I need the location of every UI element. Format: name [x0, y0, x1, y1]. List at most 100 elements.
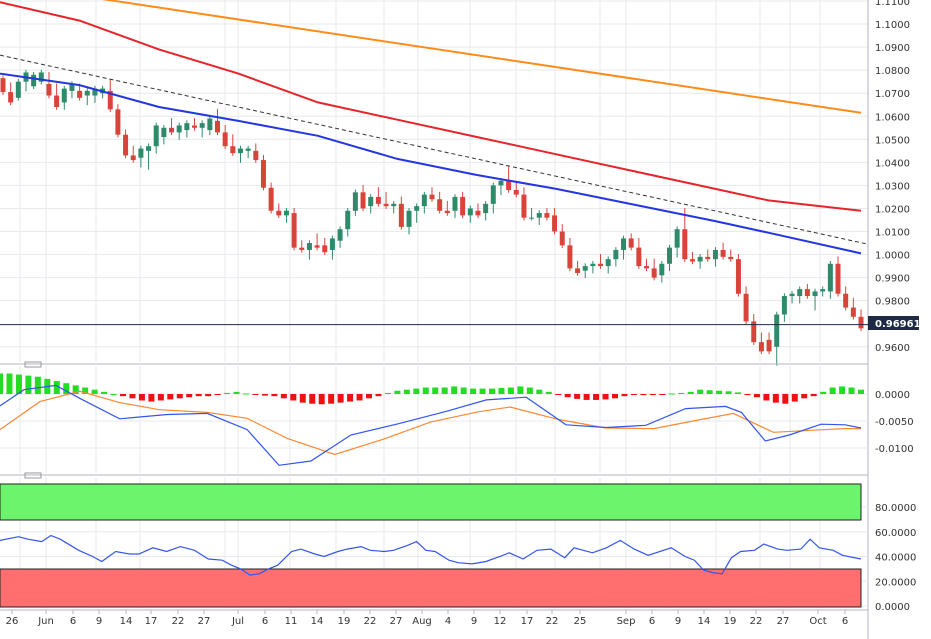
macd-histogram-bar [432, 387, 439, 394]
candle-body [460, 196, 466, 216]
candle-body [590, 263, 596, 267]
macd-histogram-bar [763, 394, 770, 401]
drag-handle-icon[interactable] [24, 361, 42, 368]
candle-body [766, 339, 772, 352]
candle-body [452, 196, 458, 211]
candle-body [130, 155, 136, 161]
x-tick-label: 22 [364, 616, 377, 627]
candle-body [84, 90, 90, 96]
y-tick-label: 1.0700 [875, 89, 910, 100]
x-tick-label: 27 [198, 616, 211, 627]
candle-body [598, 263, 604, 267]
candle-body [291, 213, 297, 248]
macd-histogram-bar [791, 394, 798, 402]
x-tick-label: 12 [494, 616, 507, 627]
candle-body [820, 289, 826, 292]
candle-body [215, 120, 220, 133]
candle-body [544, 213, 550, 218]
x-tick-label: 22 [750, 616, 763, 627]
candle-body [0, 78, 6, 93]
macd-histogram-bar [72, 385, 79, 394]
candle-body [621, 238, 627, 250]
panel-splitter-2[interactable] [0, 472, 868, 479]
y-tick-label: 0.0000 [875, 602, 910, 613]
macd-histogram-bar [290, 394, 297, 401]
candle-body [705, 256, 711, 260]
candle-body [314, 245, 320, 248]
candle-body [797, 289, 803, 297]
macd-histogram-bar [735, 392, 741, 394]
macd-histogram-bar [479, 388, 486, 394]
candle-body [207, 118, 213, 131]
candle-body [253, 150, 259, 161]
candle-body [712, 249, 718, 260]
macd-histogram-bar [858, 389, 864, 394]
y-tick-label: 0.9900 [875, 274, 910, 285]
x-tick-label: 6 [70, 616, 76, 627]
macd-histogram-bar [593, 394, 600, 400]
candle-body [582, 266, 588, 271]
x-tick-label: 22 [172, 616, 185, 627]
macd-histogram-bar [555, 394, 562, 396]
candle-body [835, 263, 841, 294]
x-tick-label: 17 [521, 616, 534, 627]
candle-body [536, 213, 542, 218]
y-tick-label: -0.0050 [875, 417, 914, 428]
macd-histogram-bar [167, 394, 174, 400]
x-tick-label: 6 [842, 616, 848, 627]
x-tick-label: 9 [471, 616, 477, 627]
macd-histogram-bar [309, 394, 316, 404]
candle-body [237, 148, 243, 154]
x-tick-label: 9 [675, 616, 681, 627]
macd-histogram-bar [120, 394, 126, 397]
x-tick-label: 19 [338, 616, 351, 627]
macd-histogram-bar [602, 394, 609, 400]
candle-body [245, 148, 251, 151]
x-tick-label: 27 [390, 616, 403, 627]
macd-histogram-bar [753, 394, 760, 398]
macd-histogram-bar [63, 383, 70, 394]
candle-body [138, 148, 144, 158]
candle-body [513, 190, 519, 195]
candle-body [375, 196, 381, 204]
y-tick-label: 20.0000 [875, 577, 916, 588]
macd-histogram-bar [441, 387, 448, 394]
macd-histogram-bar [101, 391, 108, 394]
y-tick-label: 1.0200 [875, 204, 910, 215]
macd-histogram-bar [810, 394, 817, 397]
macd-histogram-bar [697, 389, 704, 394]
macd-histogram-bar [91, 389, 98, 394]
candle-body [529, 217, 535, 219]
candle-body [552, 215, 558, 232]
x-tick-label: 19 [724, 616, 737, 627]
macd-histogram-bar [526, 387, 533, 394]
ma-200-line [101, 0, 862, 114]
macd-histogram-bar [403, 389, 410, 394]
x-tick-label: 25 [574, 616, 587, 627]
candle-body [260, 160, 266, 188]
y-tick-label: 1.0300 [875, 181, 910, 192]
candle-body [659, 263, 665, 276]
candle-body [429, 194, 435, 200]
candle-body [383, 203, 389, 207]
candle-body [61, 88, 67, 103]
y-tick-label: 40.0000 [875, 553, 916, 564]
candle-body [475, 210, 481, 216]
macd-histogram-bar [347, 394, 354, 402]
y-tick-label: 1.0000 [875, 251, 910, 262]
macd-histogram-bar [0, 373, 3, 394]
candle-body [115, 109, 121, 135]
macd-histogram-bar [782, 394, 789, 404]
candle-body [636, 247, 642, 267]
y-tick-label: 1.0500 [875, 135, 910, 146]
macd-histogram-bar [299, 394, 306, 403]
macd-histogram-bar [839, 386, 846, 394]
candle-body [843, 293, 849, 308]
candle-body [827, 263, 833, 292]
y-tick-label: 1.0800 [875, 66, 910, 77]
y-tick-label: 1.0900 [875, 43, 910, 54]
candle-body [751, 321, 757, 343]
panel-splitter-1[interactable] [0, 361, 868, 368]
drag-handle-icon[interactable] [24, 472, 42, 479]
macd-histogram-bar [829, 387, 836, 394]
